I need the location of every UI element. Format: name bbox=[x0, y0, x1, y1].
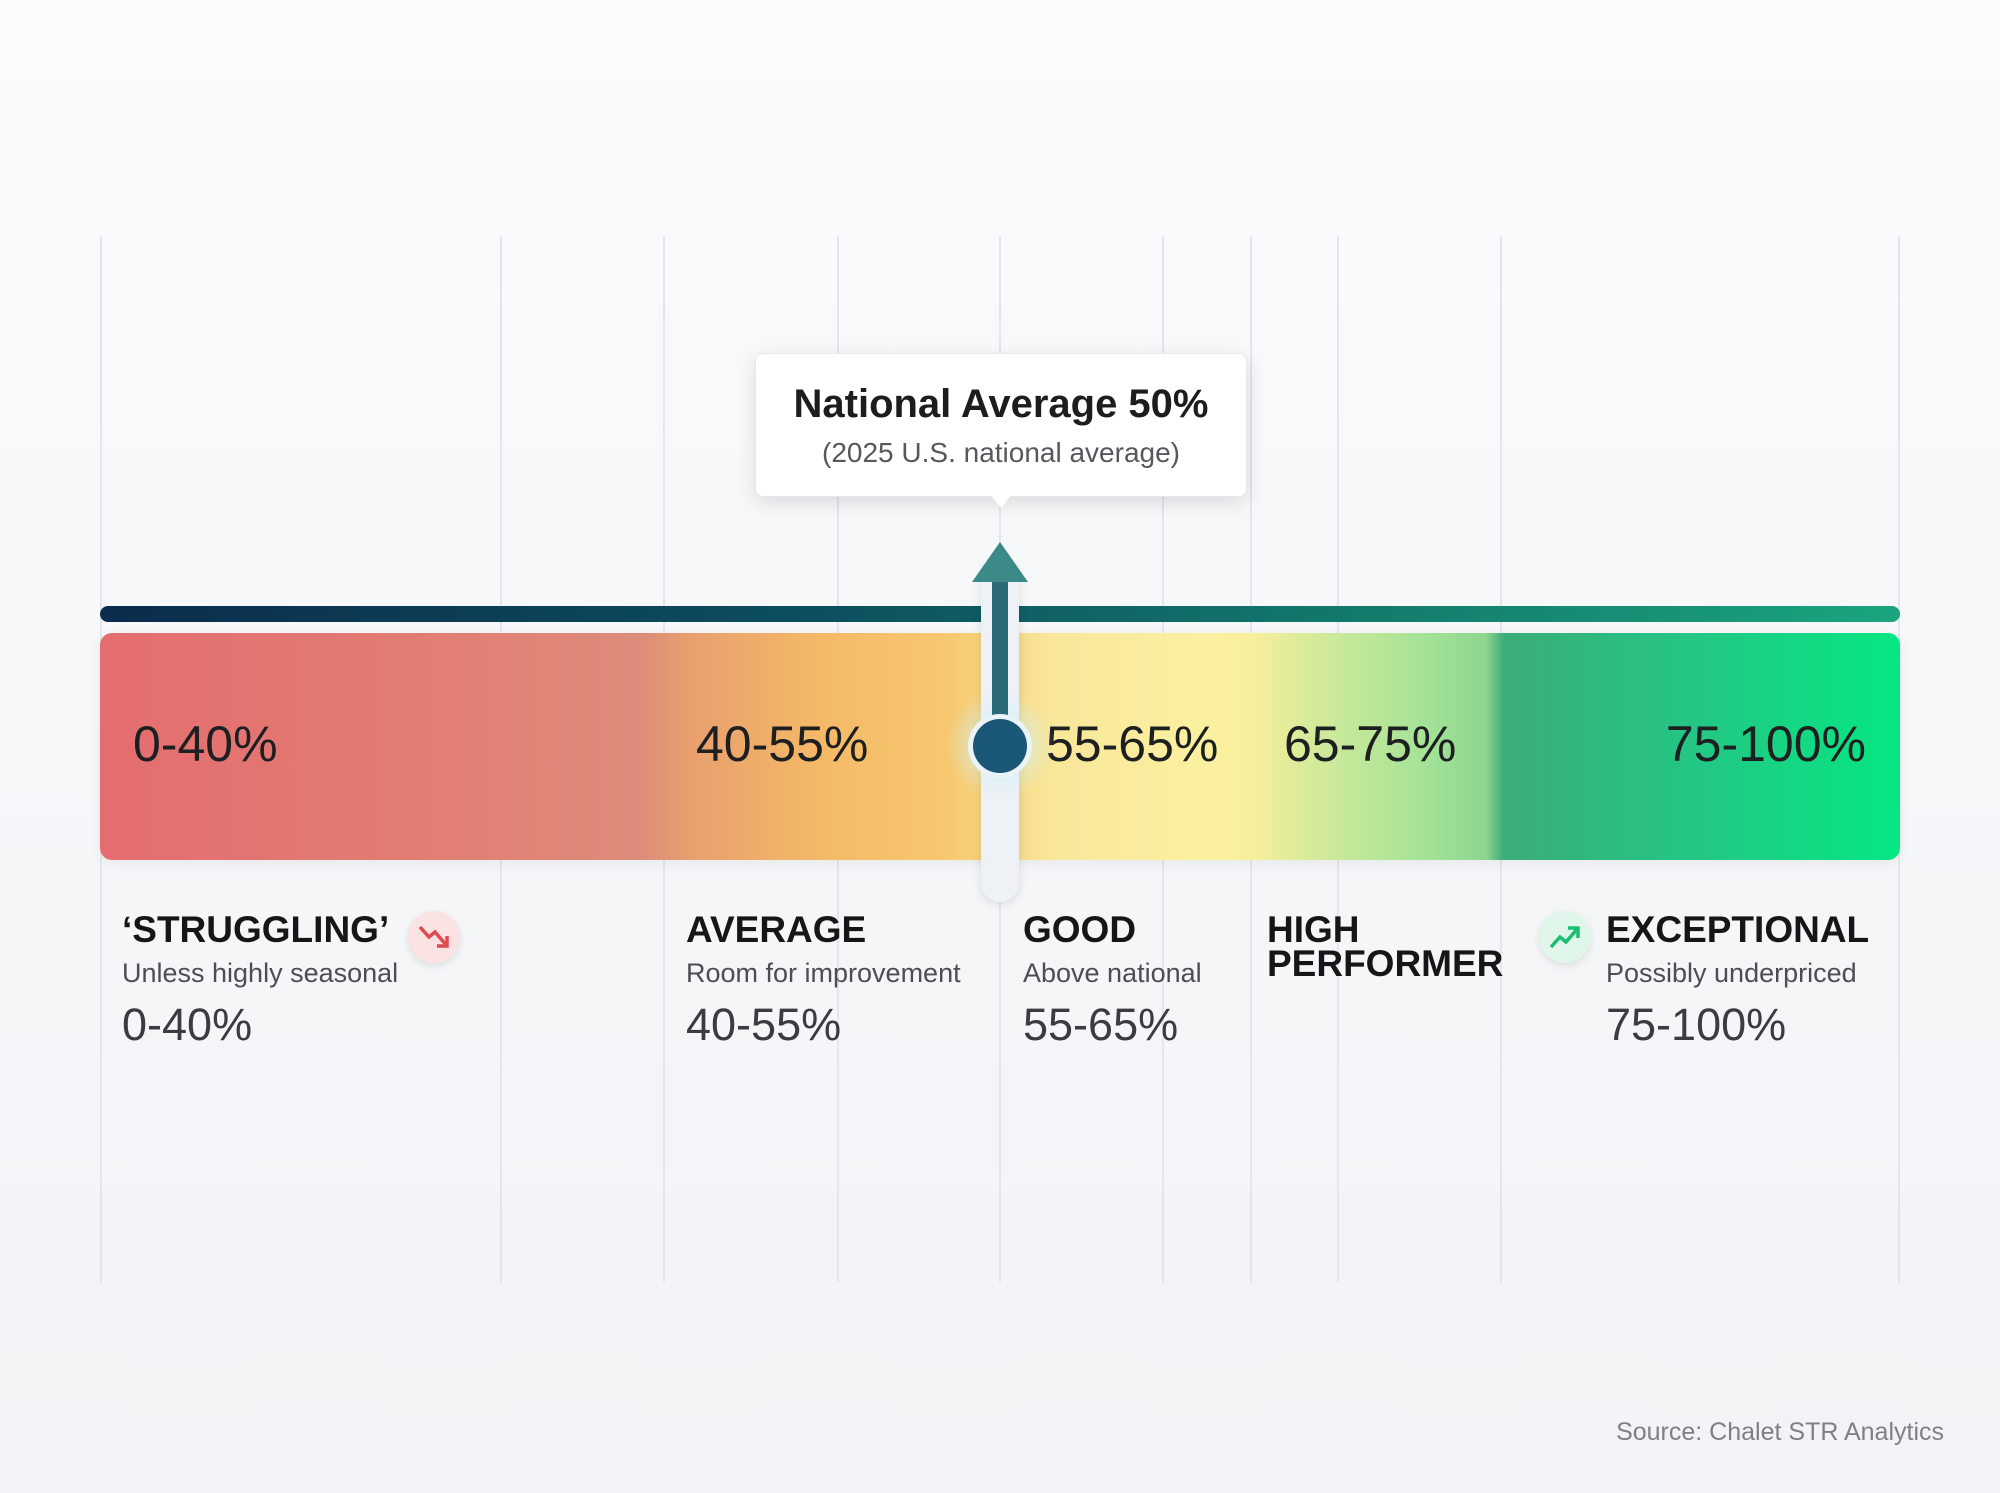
callout-pointer bbox=[990, 494, 1012, 508]
marker-arrow-up-icon bbox=[972, 542, 1028, 582]
category-description: Room for improvement bbox=[686, 958, 961, 988]
callout-title: National Average 50% bbox=[793, 382, 1209, 426]
category-range: 75-100% bbox=[1606, 999, 1787, 1050]
category-description: Unless highly seasonal bbox=[122, 958, 399, 988]
segment-label-75-100: 75-100% bbox=[1665, 716, 1866, 772]
segment-label-0-40: 0-40% bbox=[133, 716, 278, 772]
source-note: Source: Chalet STR Analytics bbox=[1616, 1418, 1944, 1446]
category-average: AVERAGE Room for improvement 40-55% bbox=[686, 910, 961, 1051]
category-struggling: ‘STRUGGLING’ Unless highly seasonal 0-40… bbox=[122, 910, 398, 1051]
category-exceptional: EXCEPTIONAL Possibly underpriced 75-100% bbox=[1606, 910, 1869, 1051]
segment-label-55-65: 55-65% bbox=[1046, 716, 1219, 772]
category-range: 40-55% bbox=[686, 999, 842, 1050]
category-name-line1: HIGH bbox=[1267, 909, 1360, 950]
category-name: ‘STRUGGLING’ bbox=[122, 909, 390, 950]
marker-arrow-shaft bbox=[992, 580, 1008, 750]
trend-up-icon bbox=[1539, 911, 1591, 963]
category-name: AVERAGE bbox=[686, 909, 867, 950]
segment-label-40-55: 40-55% bbox=[696, 716, 869, 772]
category-description: Possibly underpriced bbox=[1606, 958, 1857, 988]
category-good: GOOD Above national 55-65% bbox=[1023, 910, 1202, 1051]
category-range: 55-65% bbox=[1023, 999, 1179, 1050]
category-name-line2: PERFORMER bbox=[1267, 943, 1504, 984]
category-high-performer: HIGH PERFORMER bbox=[1267, 910, 1503, 984]
trend-down-icon bbox=[408, 911, 460, 963]
category-name: GOOD bbox=[1023, 909, 1137, 950]
callout-subtitle: (2025 U.S. national average) bbox=[822, 437, 1180, 468]
segment-label-65-75: 65-75% bbox=[1284, 716, 1457, 772]
category-name: EXCEPTIONAL bbox=[1606, 909, 1870, 950]
national-average-callout: National Average 50% (2025 U.S. national… bbox=[755, 353, 1247, 497]
category-range: 0-40% bbox=[122, 999, 253, 1050]
category-description: Above national bbox=[1023, 958, 1202, 988]
national-average-marker bbox=[973, 719, 1027, 773]
